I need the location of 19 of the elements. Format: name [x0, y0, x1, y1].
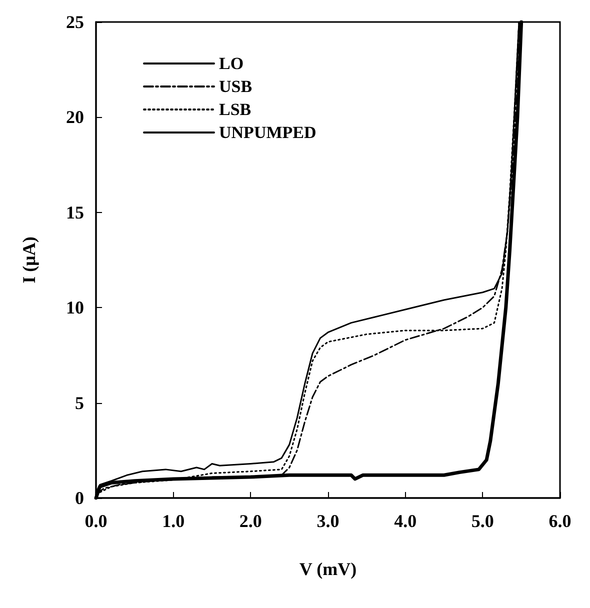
legend-label: LO [219, 54, 244, 73]
y-tick-label: 5 [75, 392, 84, 413]
y-tick-label: 15 [66, 202, 84, 222]
x-tick-label: 6.0 [548, 511, 572, 531]
y-tick-label: 0 [75, 488, 84, 508]
x-tick-label: 5.0 [471, 511, 494, 531]
legend-label: UNPUMPED [219, 123, 316, 142]
y-tick-label: 25 [66, 12, 84, 32]
x-axis-title: V (mV) [299, 559, 357, 579]
x-tick-label: 3.0 [316, 511, 340, 531]
y-axis-title: I (μA) [19, 236, 39, 284]
legend-label: LSB [219, 100, 252, 119]
x-tick-label: 2.0 [239, 511, 262, 531]
y-tick-label: 20 [66, 107, 84, 128]
x-tick-label: 0.0 [84, 511, 108, 531]
y-tick-label: 10 [66, 298, 84, 318]
legend-label: USB [219, 77, 252, 96]
x-tick-label: 1.0 [162, 511, 185, 531]
x-tick-label: 4.0 [394, 511, 417, 531]
